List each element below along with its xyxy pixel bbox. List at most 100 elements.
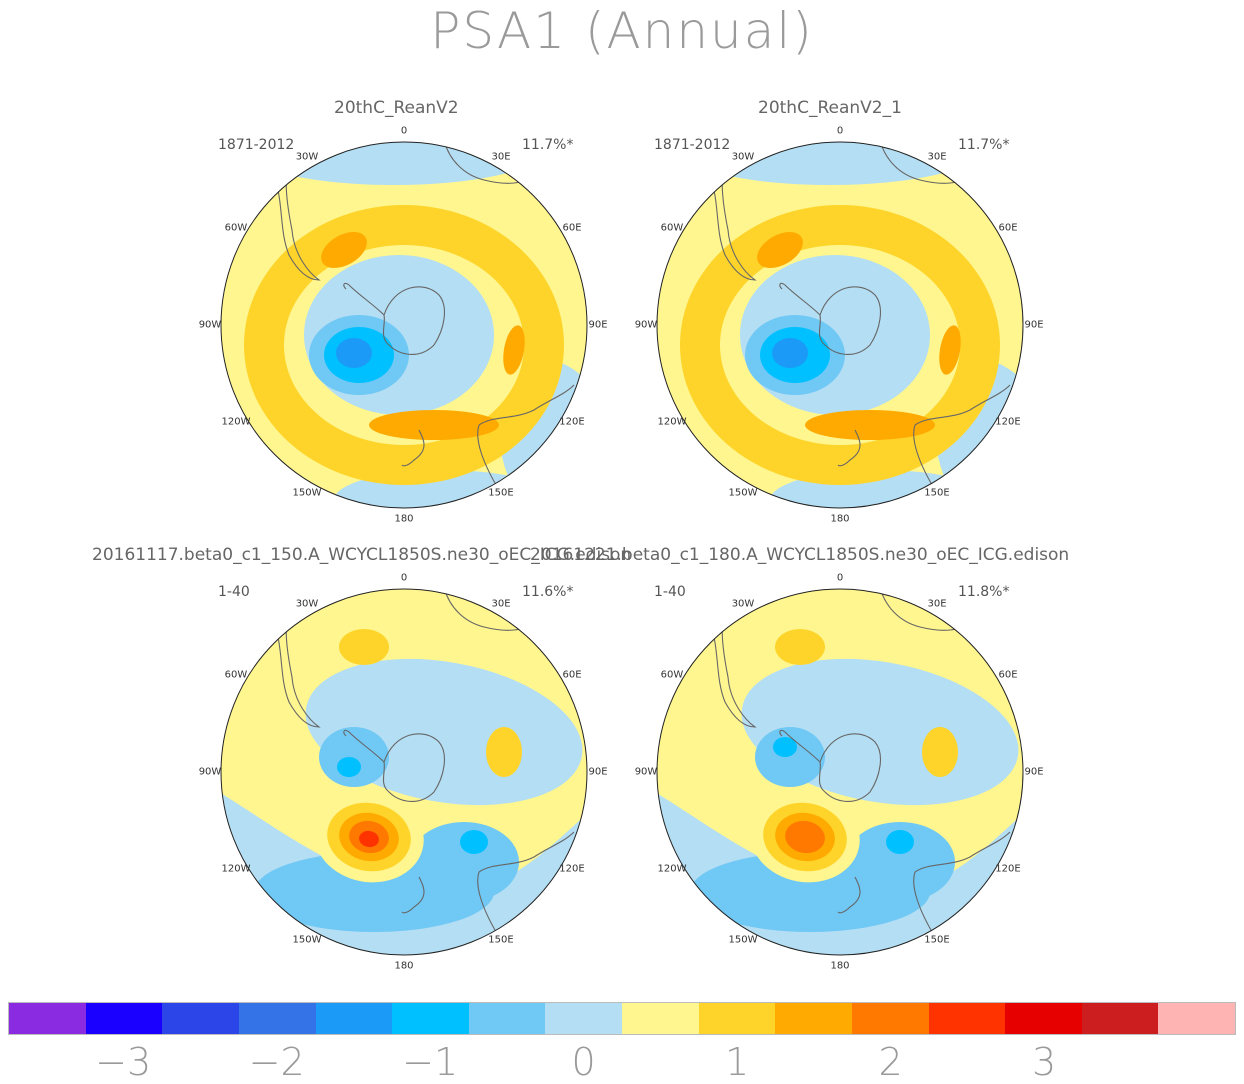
colorbar-tick-label: −1 (402, 1040, 459, 1084)
panel-4-title: 20161221.beta0_c1_180.A_WCYCL1850S.ne30_… (530, 545, 1070, 565)
blue-core-w (337, 757, 361, 777)
panel-3-lon-label: 30E (491, 598, 511, 610)
panel-3-lon-label: 30W (295, 598, 319, 610)
ring-spot-nw (321, 231, 367, 269)
panel-3-lon-label: 90W (198, 766, 222, 778)
colorbar-segment (851, 1003, 929, 1034)
panel-3-lon-label: 180 (394, 960, 414, 972)
ring-spot-nw (757, 231, 803, 269)
panel-1-lon-label: 90E (588, 319, 608, 331)
panel-1-lon-label: 0 (400, 125, 408, 137)
panel-1-lon-label: 120W (221, 416, 251, 428)
colorbar-segment (238, 1003, 316, 1034)
new-zealand-coast (401, 429, 425, 467)
panel-2-lon-label: 150E (924, 487, 950, 499)
panel-2-map (656, 141, 1024, 509)
map-field (221, 142, 587, 508)
panel-1-lon-label: 150W (292, 487, 322, 499)
panel-1-lon-label: 60W (224, 222, 248, 234)
panel-2-lon-label: 90W (634, 319, 658, 331)
ring-spot-s (805, 410, 935, 440)
panel-1-lon-label: 180 (394, 513, 414, 525)
colorbar (8, 1002, 1236, 1035)
coastlines (709, 142, 1011, 506)
map-border (220, 141, 588, 509)
panel-3-percent: 11.6%* (522, 584, 574, 600)
map-field (221, 589, 587, 955)
yellow-spot-e (486, 727, 522, 777)
ring-spot-e (503, 325, 525, 375)
panel-1-period: 1871-2012 (218, 137, 295, 153)
panel-4-period: 1-40 (654, 584, 686, 600)
yellow-spot-n (775, 629, 825, 665)
panel-4-lon-label: 120E (995, 863, 1021, 875)
panel-1-lon-label: 120E (559, 416, 585, 428)
new-zealand-coast (837, 429, 861, 467)
pos-l3 (785, 820, 825, 854)
panel-4-map (656, 588, 1024, 956)
panel-3-lon-label: 90E (588, 766, 608, 778)
peninsula-coast (779, 282, 821, 316)
panel-3-lon-label: 150W (292, 934, 322, 946)
panel-4-lon-label: 150E (924, 934, 950, 946)
blue-north (680, 142, 980, 185)
colorbar-segment (545, 1003, 622, 1034)
panel-1-lon-label: 30E (491, 151, 511, 163)
panel-1-percent: 11.7%* (522, 137, 574, 153)
panel-4-lon-label: 0 (836, 572, 844, 584)
panel-2-lon-label: 150W (728, 487, 758, 499)
antarctica-coast (382, 733, 445, 802)
panel-2-lon-label: 120W (657, 416, 687, 428)
panel-3-lon-label: 120E (559, 863, 585, 875)
panel-2-lon-label: 0 (836, 125, 844, 137)
blue-patch-w (755, 727, 825, 787)
colorbar-segment (85, 1003, 163, 1034)
panel-3-lon-label: 60W (224, 669, 248, 681)
south-america-coast (709, 149, 757, 281)
panel-3-lon-label: 120W (221, 863, 251, 875)
low-core (772, 338, 808, 368)
panel-2-lon-label: 30W (731, 151, 755, 163)
blue-patch-se (409, 822, 519, 902)
panel-1-title: 20thC_ReanV2 (334, 98, 459, 118)
panel-4-lon-label: 120W (657, 863, 687, 875)
south-america-coast (273, 596, 321, 728)
panel-4-lon-label: 150W (728, 934, 758, 946)
panel-2-lon-label: 60E (998, 222, 1018, 234)
peninsula-coast (343, 282, 385, 316)
new-zealand-coast (401, 876, 425, 914)
panel-2-lon-label: 180 (830, 513, 850, 525)
panel-1-lon-label: 60E (562, 222, 582, 234)
colorbar-segment (1081, 1003, 1159, 1034)
colorbar-segment (698, 1003, 776, 1034)
panel-1-lon-label: 90W (198, 319, 222, 331)
panel-2-period: 1871-2012 (654, 137, 731, 153)
blue-core-w (773, 737, 797, 757)
colorbar-tick-label: 0 (571, 1040, 596, 1084)
peninsula-coast (779, 729, 821, 763)
colorbar-tick-label: −3 (95, 1040, 152, 1084)
panel-4-lon-label: 60E (998, 669, 1018, 681)
colorbar-segment (468, 1003, 546, 1034)
yellow-spot-e (922, 727, 958, 777)
ring-spot-s (369, 410, 499, 440)
south-america-coast (273, 149, 321, 281)
colorbar-tick-label: 3 (1032, 1040, 1057, 1084)
panel-4-lon-label: 30W (731, 598, 755, 610)
blue-patch-se (845, 822, 955, 902)
panel-4-lon-label: 60W (660, 669, 684, 681)
south-america-coast (709, 596, 757, 728)
pos-core (359, 830, 379, 848)
panel-1-lon-label: 150E (488, 487, 514, 499)
panel-4-lon-label: 90E (1024, 766, 1044, 778)
map-field (657, 589, 1023, 955)
antarctica-coast (818, 286, 881, 355)
panel-4-lon-label: 90W (634, 766, 658, 778)
panel-3-period: 1-40 (218, 584, 250, 600)
colorbar-segment (392, 1003, 469, 1034)
panel-4-lon-label: 30E (927, 598, 947, 610)
yellow-spot-n (339, 629, 389, 665)
blue-north (244, 142, 544, 185)
peninsula-coast (343, 729, 385, 763)
blue-patch-w (319, 727, 389, 787)
